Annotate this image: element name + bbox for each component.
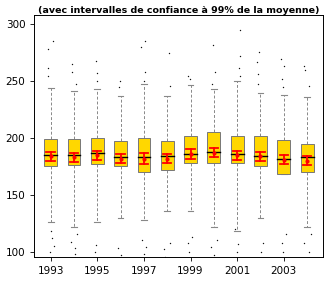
Bar [184,136,197,163]
Bar [301,144,314,172]
Bar [91,138,104,164]
Bar [138,138,150,172]
Bar [161,142,174,170]
Bar [208,132,220,163]
Bar [44,139,57,166]
Bar [231,136,243,163]
Bar [67,139,80,165]
Bar [254,136,267,166]
Bar [277,140,290,175]
Bar [114,142,127,166]
Title: (avec intervalles de confiance à 99% de la moyenne): (avec intervalles de confiance à 99% de … [38,6,320,15]
